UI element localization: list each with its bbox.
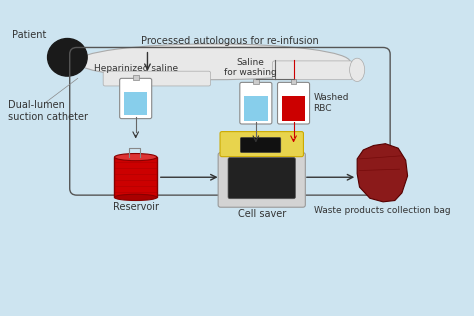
Bar (253, 79, 259, 84)
Circle shape (47, 39, 87, 76)
FancyBboxPatch shape (273, 61, 353, 80)
Ellipse shape (350, 58, 365, 82)
Bar (244, 96, 268, 121)
FancyBboxPatch shape (218, 153, 305, 207)
FancyBboxPatch shape (228, 158, 295, 199)
FancyBboxPatch shape (240, 82, 272, 124)
Bar (291, 79, 296, 84)
FancyBboxPatch shape (119, 78, 152, 118)
Text: Processed autologous for re-infusion: Processed autologous for re-infusion (141, 36, 319, 46)
Text: Cell saver: Cell saver (237, 210, 286, 219)
Text: Reservoir: Reservoir (113, 202, 159, 212)
Bar (133, 75, 138, 80)
Polygon shape (357, 144, 408, 202)
Bar (124, 92, 147, 115)
Ellipse shape (77, 44, 350, 80)
Text: Saline
for washing: Saline for washing (224, 58, 276, 77)
Bar (115, 157, 157, 198)
Text: Waste products collection bag: Waste products collection bag (314, 206, 450, 215)
Text: Dual-lumen
suction catheter: Dual-lumen suction catheter (9, 100, 89, 122)
FancyBboxPatch shape (277, 82, 310, 124)
Text: Patient: Patient (12, 30, 46, 40)
FancyBboxPatch shape (220, 131, 303, 157)
Text: Heparinized saline: Heparinized saline (94, 64, 178, 73)
FancyBboxPatch shape (103, 71, 210, 86)
Text: Washed
RBC: Washed RBC (313, 94, 349, 113)
Ellipse shape (115, 154, 157, 161)
FancyBboxPatch shape (240, 137, 281, 153)
Ellipse shape (115, 194, 157, 201)
Bar (282, 96, 305, 121)
